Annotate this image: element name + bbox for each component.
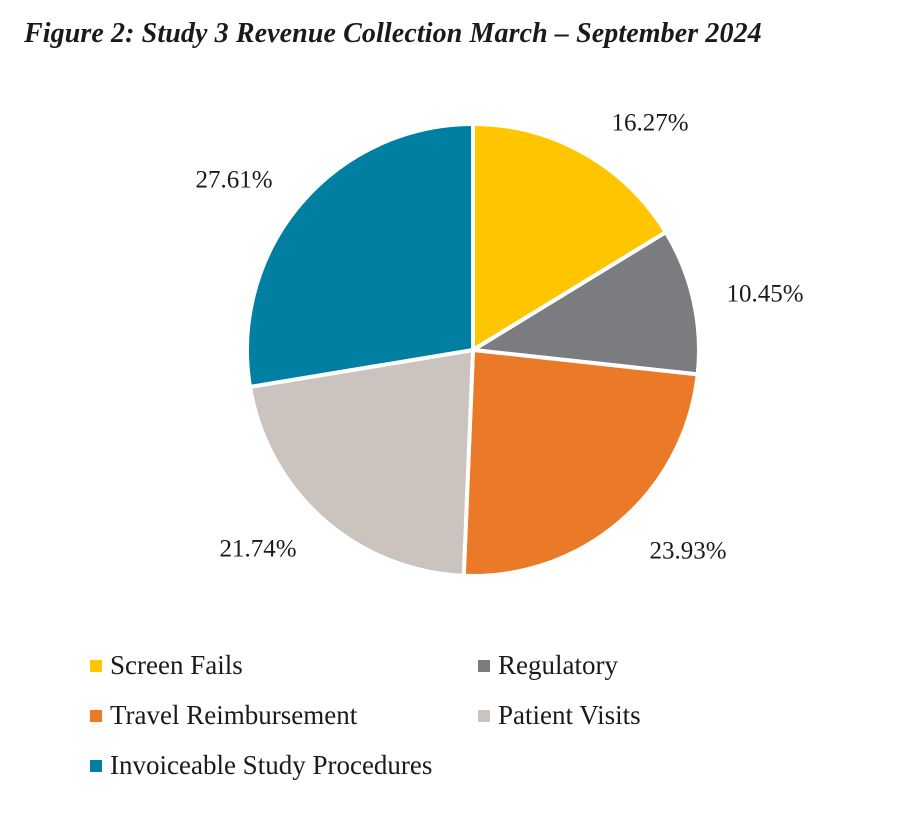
legend-label: Screen Fails <box>110 650 243 680</box>
pie-slice-travel-reimbursement <box>461 348 700 578</box>
legend-item-regulatory: Regulatory <box>478 650 618 681</box>
legend-item-screen-fails: Screen Fails <box>90 650 243 681</box>
legend-item-travel-reimbursement: Travel Reimbursement <box>90 700 357 731</box>
legend-label: Invoiceable Study Procedures <box>110 750 433 780</box>
pie-slice-screen-fails <box>471 122 668 352</box>
chart-title: Figure 2: Study 3 Revenue Collection Mar… <box>24 18 762 49</box>
legend-swatch <box>90 759 102 772</box>
legend-swatch <box>478 659 490 672</box>
legend-label: Travel Reimbursement <box>110 700 358 730</box>
data-label-regulatory: 10.45% <box>726 281 803 308</box>
data-label-invoiceable-study-procedures: 27.61% <box>195 167 272 194</box>
legend-swatch <box>90 659 102 672</box>
legend-label: Patient Visits <box>498 700 641 730</box>
pie-slice-patient-visits <box>248 348 475 578</box>
legend-swatch <box>90 709 102 722</box>
legend-label: Regulatory <box>498 650 618 680</box>
pie-slice-invoiceable-study-procedures <box>244 122 475 389</box>
chart-legend: Screen Fails Regulatory Travel Reimburseme… <box>90 650 810 810</box>
pie-slice-regulatory <box>471 230 701 377</box>
legend-swatch <box>478 709 490 722</box>
data-label-travel-reimbursement: 23.93% <box>649 538 726 565</box>
data-label-patient-visits: 21.74% <box>219 536 296 563</box>
legend-item-invoiceable-study-procedures: Invoiceable Study Procedures <box>90 750 432 781</box>
legend-item-patient-visits: Patient Visits <box>478 700 641 731</box>
data-label-screen-fails: 16.27% <box>611 110 688 137</box>
